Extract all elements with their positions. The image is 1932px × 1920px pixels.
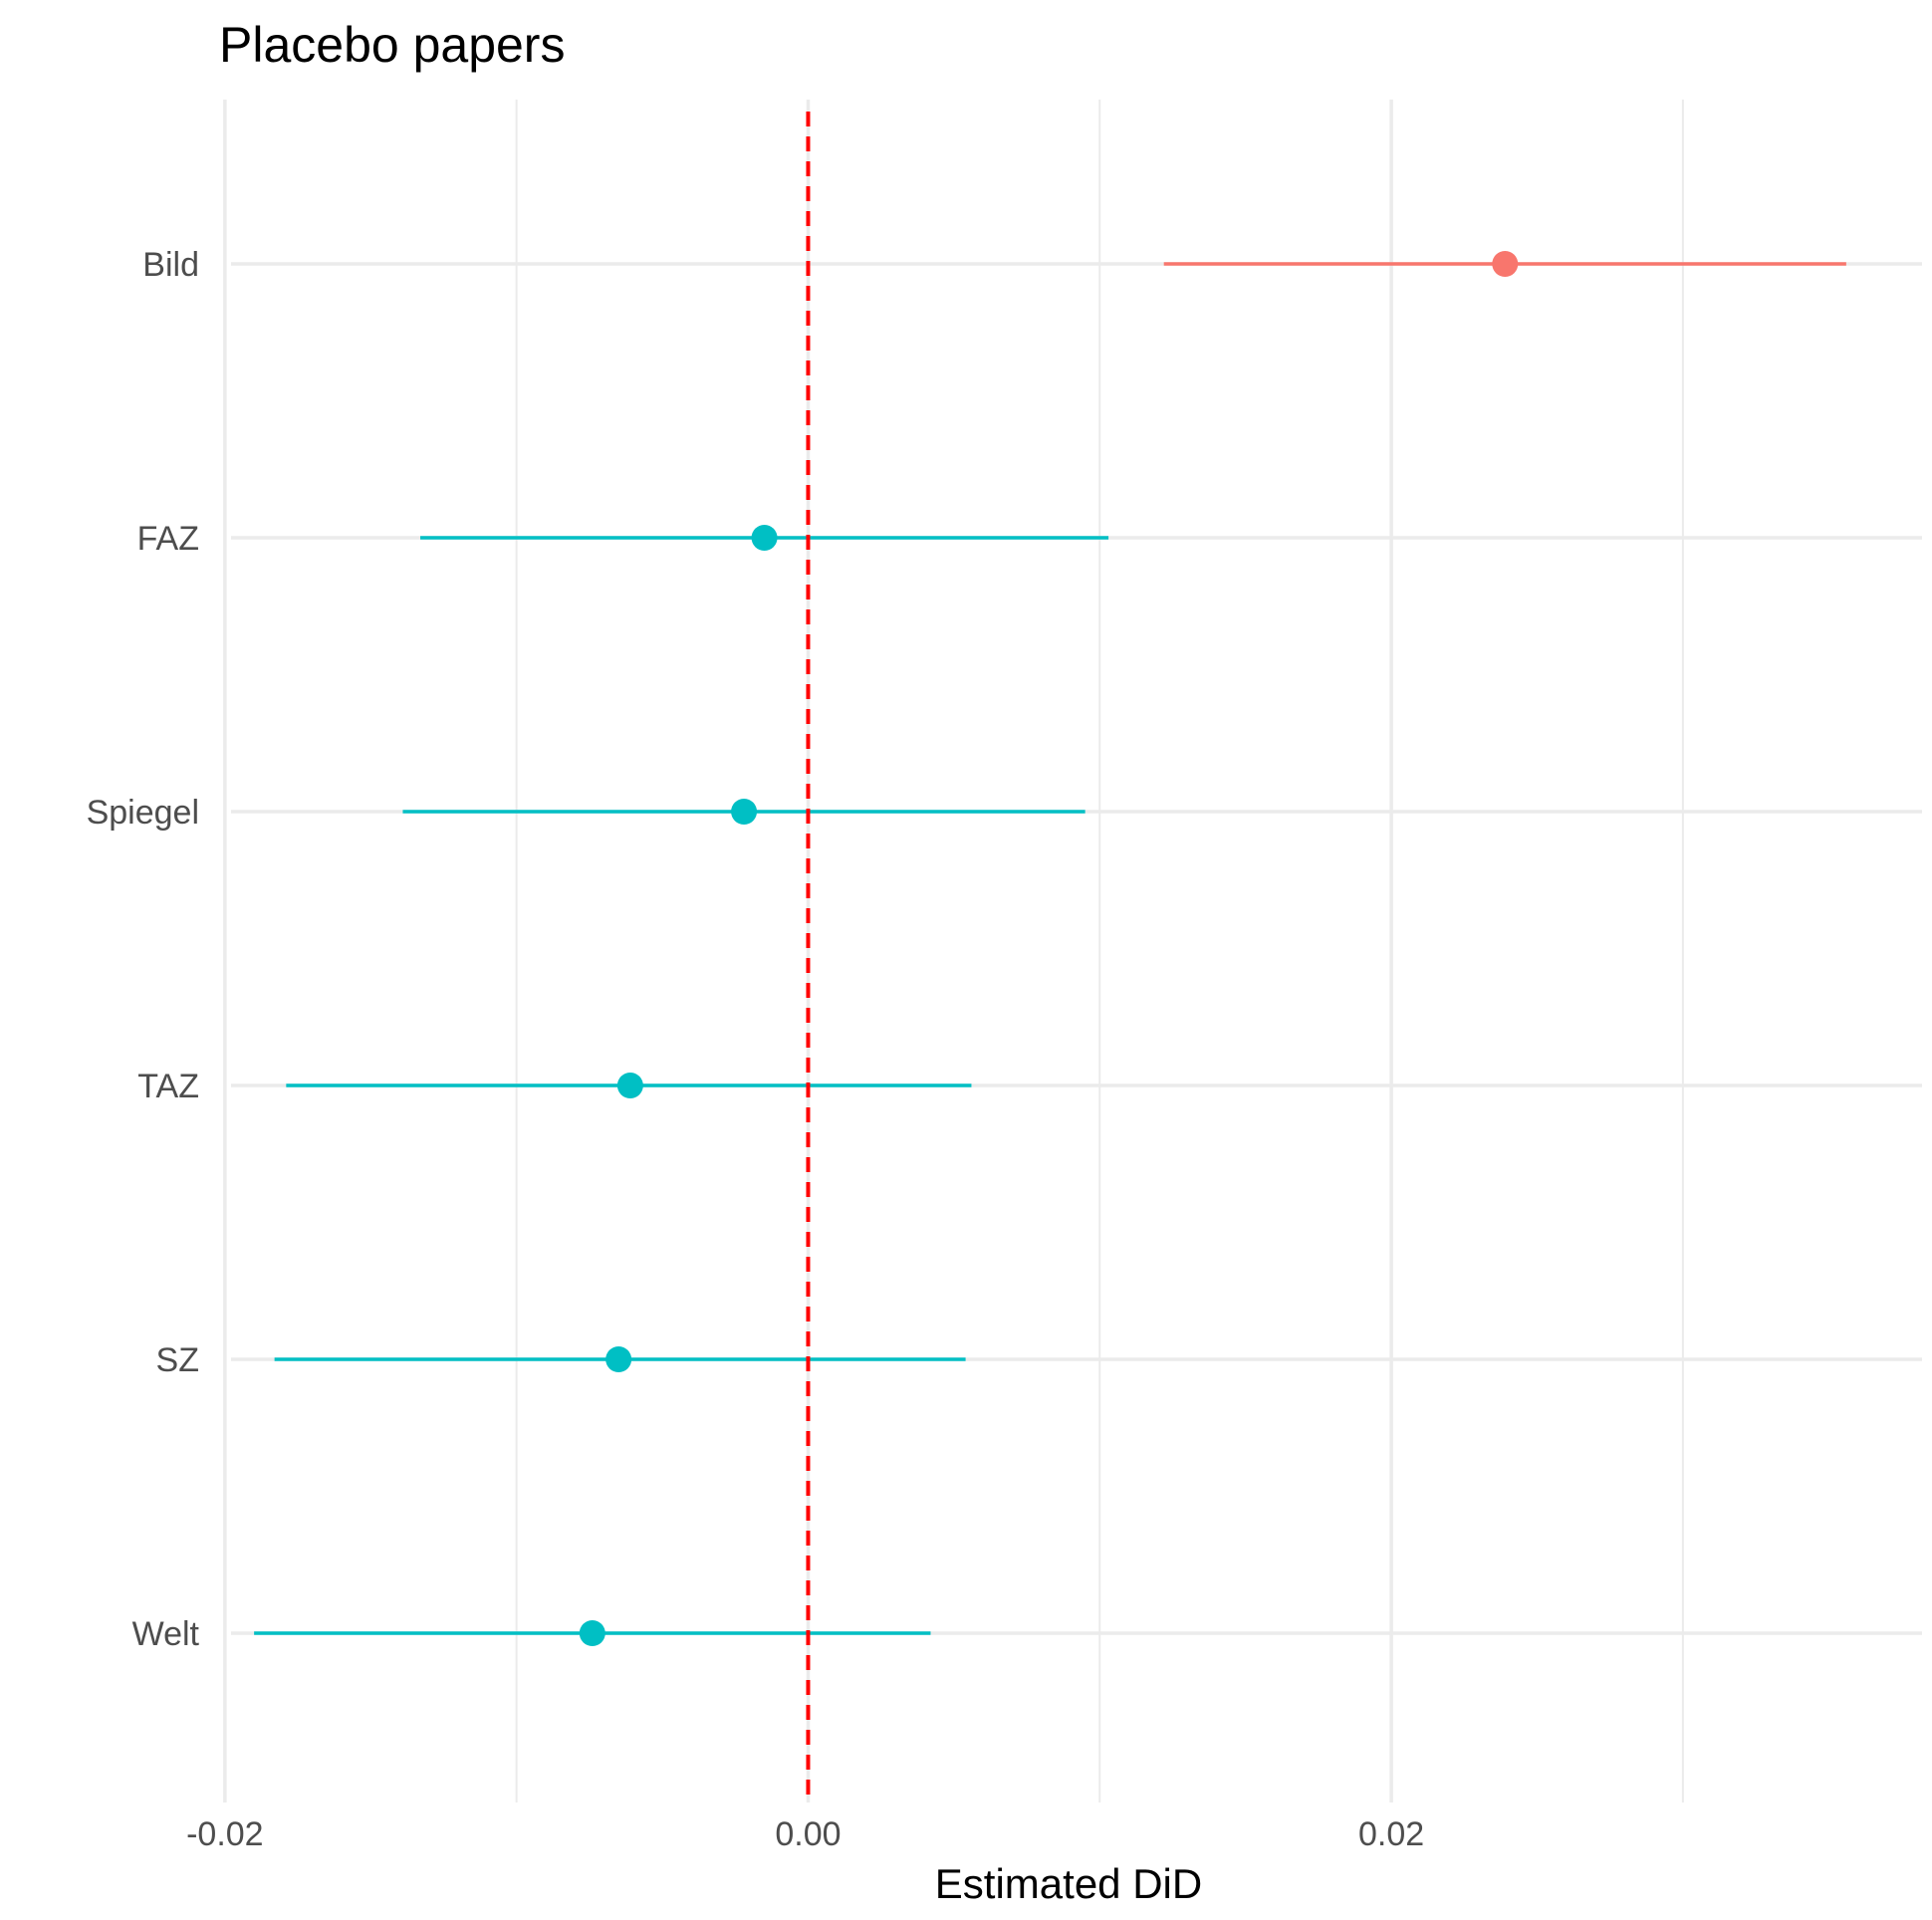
y-tick-label-bild: Bild [142,246,199,284]
y-tick-label-sz: SZ [156,1341,199,1379]
estimate-point-bild [1492,251,1519,277]
estimate-point-sz [605,1346,632,1372]
estimate-point-faz [751,525,778,551]
x-tick-label: 0.00 [775,1815,841,1853]
y-tick-label-welt: Welt [132,1615,200,1653]
y-tick-label-spiegel: Spiegel [87,794,199,832]
estimate-series [254,251,1846,1646]
estimate-point-taz [616,1073,643,1098]
y-tick-label-taz: TAZ [137,1068,199,1105]
chart-title: Placebo papers [219,17,565,73]
x-axis-title: Estimated DiD [935,1860,1202,1907]
y-tick-label-faz: FAZ [137,520,199,558]
estimate-point-spiegel [731,799,758,825]
x-tick-label: 0.02 [1358,1815,1424,1853]
x-tick-label: -0.02 [186,1815,264,1853]
axis-labels: Bild FAZ Spiegel TAZ SZ Welt -0.02 0.00 0.02 [87,246,1425,1853]
estimate-point-welt [579,1620,605,1646]
